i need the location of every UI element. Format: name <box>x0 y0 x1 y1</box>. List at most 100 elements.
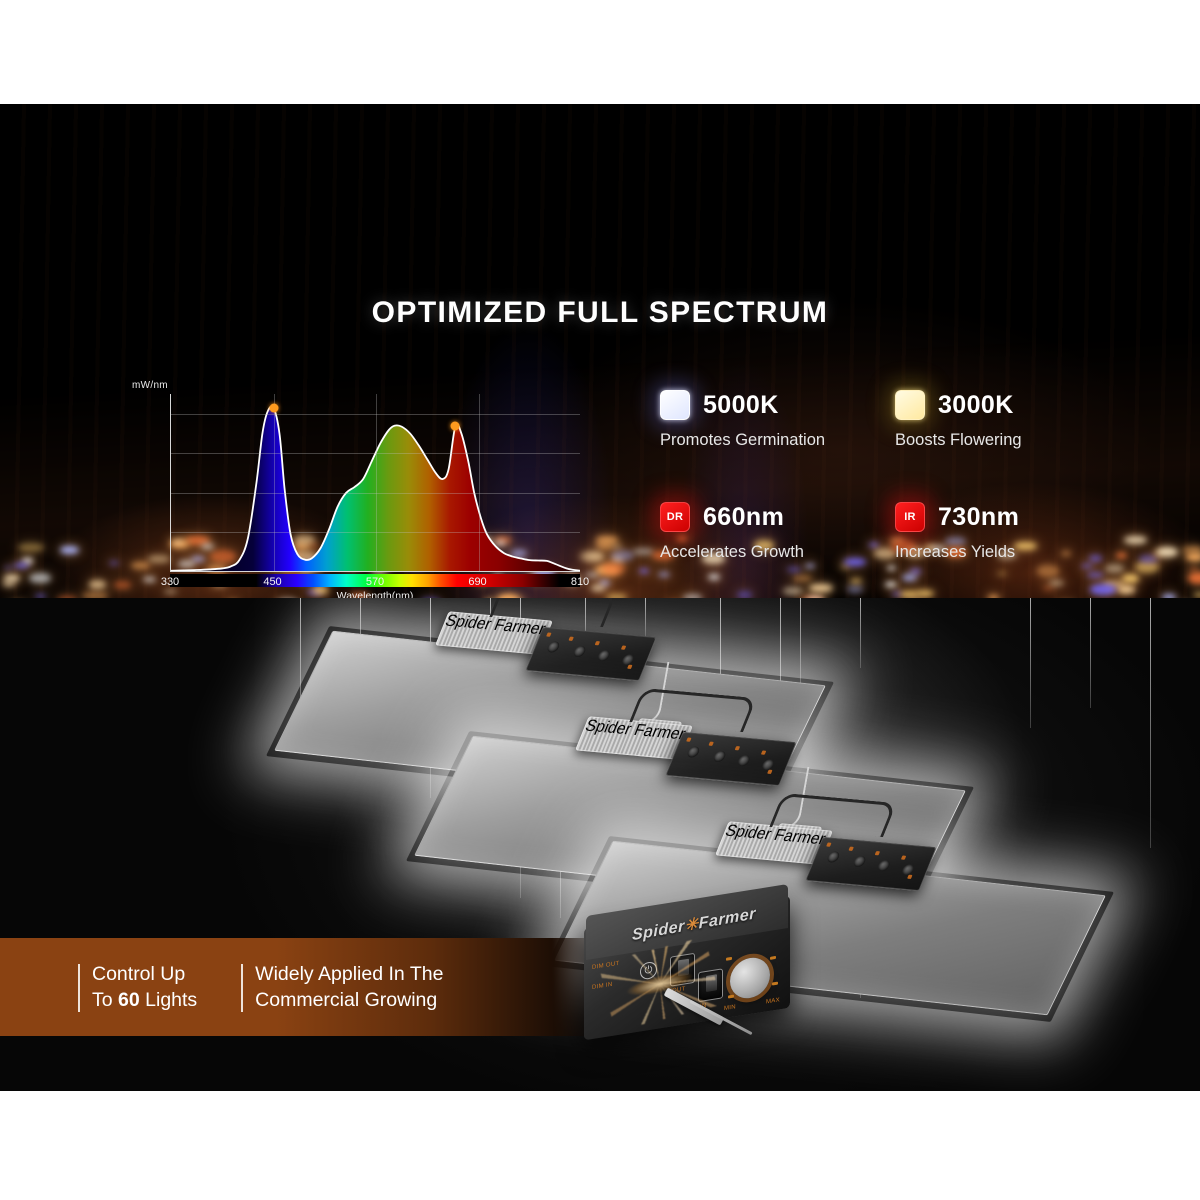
banner-text: Control Up To 60 Lights <box>92 961 197 1013</box>
driver-port[interactable] <box>596 649 612 662</box>
bokeh-led-light <box>886 565 896 571</box>
bokeh-led-light <box>612 556 624 562</box>
driver-port[interactable] <box>572 645 588 658</box>
feature-desc: Increases Yields <box>895 543 1016 561</box>
driver-port[interactable] <box>712 750 728 763</box>
bokeh-led-light <box>1188 566 1199 571</box>
bokeh-led-light <box>1104 564 1124 573</box>
driver-port[interactable] <box>876 859 892 872</box>
bokeh-led-light <box>737 591 752 598</box>
bokeh-led-light <box>309 543 320 548</box>
bokeh-led-light <box>850 578 862 584</box>
banner-divider-rule <box>78 963 80 1012</box>
bokeh-led-light <box>1118 585 1136 595</box>
bokeh-led-light <box>676 536 688 541</box>
bokeh-led-light <box>916 590 934 598</box>
knob-max-label: MAX <box>766 997 780 1006</box>
bokeh-led-light <box>702 553 725 564</box>
banner-line1: Control Up <box>92 962 186 985</box>
bokeh-led-light <box>808 583 834 593</box>
bokeh-led-light <box>846 584 863 593</box>
bokeh-led-light <box>900 590 919 598</box>
chart-x-axis-label: Wavelength(nm) <box>336 590 414 598</box>
multi-light-daisy-chain-section: Spider Farmer Spider Farmer Spider Farmer … <box>0 598 1200 1091</box>
bokeh-led-light <box>510 549 528 557</box>
bokeh-led-light <box>4 566 14 570</box>
driver-port[interactable] <box>825 850 841 863</box>
bokeh-led-light <box>783 587 803 595</box>
chart-gridline <box>273 394 275 571</box>
banner-divider-rule <box>241 963 244 1012</box>
feature-660nm: DR 660nm Accelerates Growth <box>660 502 895 562</box>
light-beams-overlay <box>0 104 1200 598</box>
bokeh-led-light <box>611 544 623 549</box>
bokeh-led-light <box>927 544 946 552</box>
bokeh-led-light <box>1187 572 1200 584</box>
bokeh-led-light <box>1090 584 1116 595</box>
bokeh-led-light <box>210 550 236 564</box>
feature-value: 660nm <box>703 502 785 531</box>
dim-out-port[interactable] <box>670 952 695 987</box>
bokeh-led-light <box>13 563 30 569</box>
bokeh-led-light <box>185 535 210 545</box>
feature-banner: Control Up To 60 Lights Widely Applied I… <box>0 938 600 1036</box>
chart-x-tick: 570 <box>365 576 385 588</box>
spectrum-curve <box>171 405 580 571</box>
bokeh-led-light <box>596 536 618 545</box>
chart-peak-marker <box>450 421 460 431</box>
chart-gridline <box>171 413 580 415</box>
dimming-knob[interactable] <box>730 954 770 1002</box>
bokeh-led-light <box>598 580 610 587</box>
driver-accent-mark <box>760 750 767 755</box>
bokeh-led-light <box>579 551 604 563</box>
power-button[interactable]: ⏻ <box>640 960 657 981</box>
bokeh-led-light <box>793 575 812 582</box>
spectrum-fill <box>171 406 580 571</box>
bokeh-led-light <box>798 595 825 598</box>
warm-led-chip-icon <box>895 390 925 420</box>
driver-accent-mark <box>900 855 907 860</box>
feature-value: 5000K <box>703 390 779 419</box>
bokeh-led-light <box>633 548 654 556</box>
bokeh-led-light <box>658 571 670 577</box>
banner-line2-suffix: Lights <box>139 989 198 1011</box>
bokeh-led-light <box>292 542 311 550</box>
driver-port[interactable] <box>545 640 561 653</box>
bokeh-led-light <box>3 580 15 587</box>
banner-line2-strong: 60 <box>118 989 140 1011</box>
deep-red-led-chip-icon: DR <box>660 502 690 532</box>
driver-port[interactable] <box>685 745 701 758</box>
bokeh-led-light <box>130 562 151 569</box>
optimized-full-spectrum-section: OPTIMIZED FULL SPECTRUM mW/nm 0.0200.144… <box>0 104 1200 598</box>
driver-accent-mark <box>686 737 692 742</box>
bokeh-led-light <box>1089 555 1103 562</box>
spectrum-line <box>171 405 580 571</box>
bokeh-led-light <box>169 540 190 548</box>
driver-port[interactable] <box>736 754 752 767</box>
knob-tick <box>772 981 778 986</box>
bokeh-led-light <box>754 540 775 551</box>
stage-bokeh-background <box>0 104 1200 598</box>
banner-text: Widely Applied In The Commercial Growing <box>255 961 443 1013</box>
bokeh-led-light <box>1081 564 1093 569</box>
banner-item-control-lights: Control Up To 60 Lights <box>78 961 197 1013</box>
chart-peak-marker <box>269 403 278 413</box>
driver-accent-mark <box>874 851 881 856</box>
bokeh-led-light <box>873 548 896 559</box>
driver-port[interactable] <box>852 855 868 868</box>
bokeh-led-light <box>1116 553 1127 559</box>
bokeh-led-light <box>294 534 315 545</box>
bokeh-led-light <box>1156 547 1179 558</box>
dim-in-port[interactable] <box>698 968 723 1003</box>
bokeh-led-light <box>494 537 512 543</box>
bokeh-led-light <box>56 596 78 598</box>
bokeh-led-light <box>787 567 801 573</box>
feature-desc: Promotes Germination <box>660 431 826 449</box>
cool-led-chip-icon <box>660 390 690 420</box>
bokeh-led-light <box>996 571 1008 575</box>
banner-line1: Widely Applied In The <box>255 962 444 985</box>
suspension-cable <box>645 598 647 638</box>
banner-item-commercial-growing: Widely Applied In The Commercial Growing <box>241 961 443 1013</box>
bokeh-led-light <box>495 541 506 546</box>
